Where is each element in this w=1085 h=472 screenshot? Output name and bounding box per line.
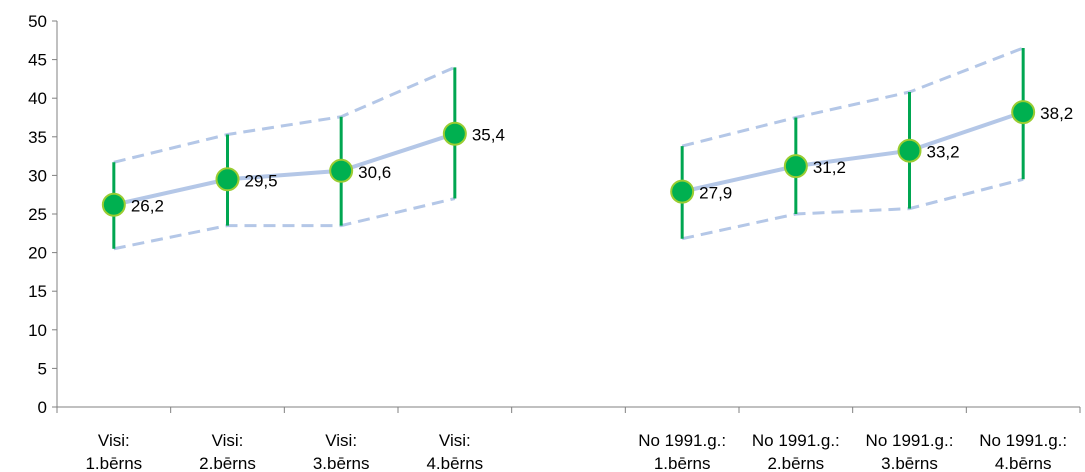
x-axis-ticks: Visi: 1.bērns Visi: 2.bērns Visi: 3.bērns Visi…	[56, 407, 1081, 472]
data-label: 31,2	[813, 158, 846, 177]
data-point	[670, 179, 695, 204]
data-point	[215, 167, 240, 192]
x-tick-label: 1.bērns	[654, 454, 711, 472]
y-tick-label: 10	[28, 321, 47, 340]
x-tick-label: 2.bērns	[199, 454, 256, 472]
y-tick-label: 50	[28, 12, 47, 31]
data-label: 30,6	[358, 163, 391, 182]
x-tick-label: No 1991.g.:	[979, 431, 1067, 450]
data-label: 35,4	[472, 126, 505, 145]
x-tick-label: No 1991.g.:	[752, 431, 840, 450]
y-tick-label: 45	[28, 51, 47, 70]
mean-line	[681, 110, 1024, 194]
data-label: 26,2	[131, 197, 164, 216]
x-tick-label: 4.bērns	[426, 454, 483, 472]
y-tick-label: 30	[28, 166, 47, 185]
x-tick-label: No 1991.g.:	[638, 431, 726, 450]
upper-bound-line	[681, 46, 1024, 148]
data-label: 29,5	[245, 171, 278, 190]
mean-line	[113, 131, 456, 207]
x-tick-label: 2.bērns	[767, 454, 824, 472]
mean-lines	[113, 110, 1024, 207]
y-axis-ticks: 0 5 10 15 20 25 30 35 40 45 50	[28, 12, 57, 417]
y-tick-label: 40	[28, 89, 47, 108]
data-label: 33,2	[927, 143, 960, 162]
x-tick-label: No 1991.g.:	[866, 431, 954, 450]
y-tick-label: 5	[38, 359, 47, 378]
lower-bound-line	[113, 197, 456, 251]
data-labels: 26,2 29,5 30,6 35,4 27,9 31,2 33,2 38,2	[131, 104, 1073, 216]
data-point	[442, 121, 467, 146]
x-tick-label: Visi:	[439, 431, 471, 450]
x-tick-label: Visi:	[212, 431, 244, 450]
y-tick-label: 20	[28, 244, 47, 263]
upper-bound-line	[113, 65, 456, 164]
x-tick-label: Visi:	[98, 431, 130, 450]
lower-bound-line	[681, 177, 1024, 241]
x-tick-label: 3.bērns	[313, 454, 370, 472]
y-tick-label: 15	[28, 282, 47, 301]
x-tick-label: 4.bērns	[995, 454, 1052, 472]
x-tick-label: Visi:	[325, 431, 357, 450]
data-points	[101, 100, 1036, 217]
confidence-band-lines	[113, 46, 1024, 251]
error-bars	[112, 48, 1025, 249]
data-label: 38,2	[1040, 104, 1073, 123]
data-point	[101, 192, 126, 217]
data-point	[897, 138, 922, 163]
y-tick-label: 25	[28, 205, 47, 224]
y-tick-label: 35	[28, 128, 47, 147]
y-tick-label: 0	[38, 398, 47, 417]
data-label: 27,9	[699, 184, 732, 203]
x-tick-label: 3.bērns	[881, 454, 938, 472]
data-point	[329, 158, 354, 183]
x-tick-label: 1.bērns	[85, 454, 142, 472]
data-point	[1011, 100, 1036, 125]
data-point	[783, 154, 808, 179]
